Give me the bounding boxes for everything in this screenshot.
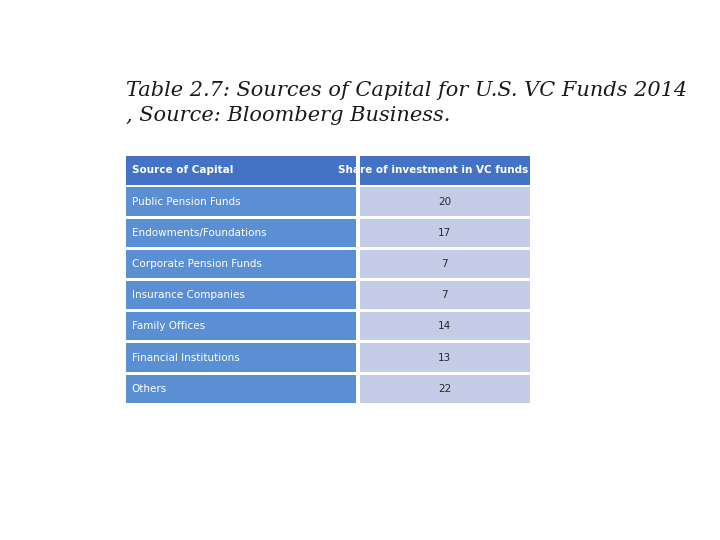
Text: Others: Others bbox=[132, 384, 167, 394]
Text: 13: 13 bbox=[438, 353, 451, 362]
FancyBboxPatch shape bbox=[360, 312, 530, 341]
Text: 14: 14 bbox=[438, 321, 451, 332]
Text: Family Offices: Family Offices bbox=[132, 321, 205, 332]
FancyBboxPatch shape bbox=[126, 281, 356, 309]
FancyBboxPatch shape bbox=[360, 219, 530, 247]
FancyBboxPatch shape bbox=[360, 250, 530, 278]
Text: Corporate Pension Funds: Corporate Pension Funds bbox=[132, 259, 262, 269]
FancyBboxPatch shape bbox=[126, 156, 356, 185]
FancyBboxPatch shape bbox=[126, 343, 356, 372]
FancyBboxPatch shape bbox=[360, 156, 530, 185]
FancyBboxPatch shape bbox=[360, 281, 530, 309]
FancyBboxPatch shape bbox=[126, 250, 356, 278]
Text: Source of Capital: Source of Capital bbox=[132, 165, 233, 176]
Text: Public Pension Funds: Public Pension Funds bbox=[132, 197, 240, 207]
Text: Insurance Companies: Insurance Companies bbox=[132, 290, 245, 300]
FancyBboxPatch shape bbox=[126, 219, 356, 247]
Text: 20: 20 bbox=[438, 197, 451, 207]
Text: Endowments/Foundations: Endowments/Foundations bbox=[132, 228, 266, 238]
FancyBboxPatch shape bbox=[126, 312, 356, 341]
Text: 7: 7 bbox=[441, 290, 449, 300]
Text: Share of investment in VC funds (%): Share of investment in VC funds (%) bbox=[338, 165, 552, 176]
FancyBboxPatch shape bbox=[360, 343, 530, 372]
Text: 7: 7 bbox=[441, 259, 449, 269]
FancyBboxPatch shape bbox=[126, 187, 356, 216]
Text: Financial Institutions: Financial Institutions bbox=[132, 353, 240, 362]
Text: Table 2.7: Sources of Capital for U.S. VC Funds 2014
, Source: Bloomberg Busines: Table 2.7: Sources of Capital for U.S. V… bbox=[126, 82, 688, 125]
FancyBboxPatch shape bbox=[126, 375, 356, 403]
FancyBboxPatch shape bbox=[360, 187, 530, 216]
FancyBboxPatch shape bbox=[360, 375, 530, 403]
Text: 17: 17 bbox=[438, 228, 451, 238]
Text: 22: 22 bbox=[438, 384, 451, 394]
